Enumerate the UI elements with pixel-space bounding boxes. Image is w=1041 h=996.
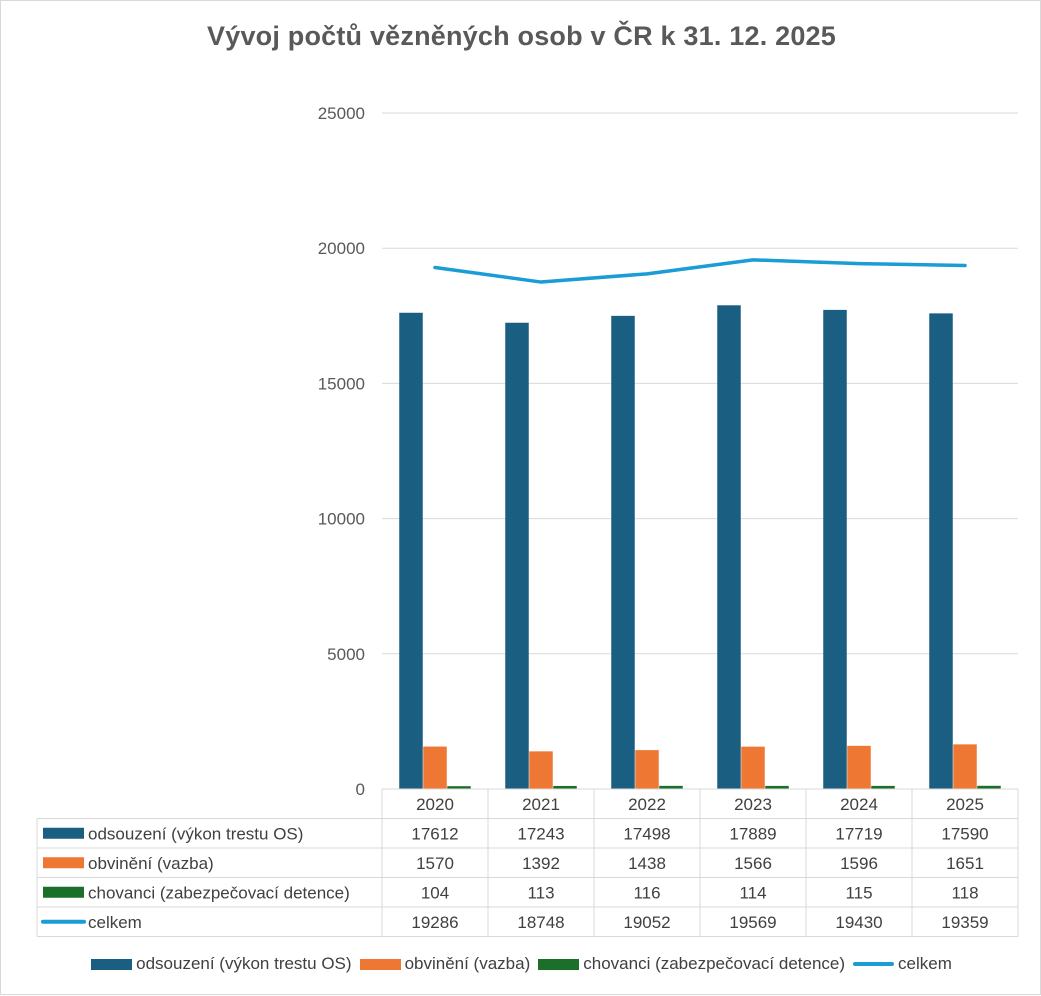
x-tick-label: 2022 xyxy=(628,795,666,814)
series-line xyxy=(433,258,967,284)
legend-key xyxy=(359,958,401,970)
data-label: 114 xyxy=(739,883,766,902)
bar xyxy=(553,785,577,789)
bar xyxy=(953,744,977,789)
bar xyxy=(765,785,789,789)
chart-title: Vývoj počtů vězněných osob v ČR k 31. 12… xyxy=(207,21,836,51)
data-label: 1566 xyxy=(734,854,772,873)
bar xyxy=(505,322,529,789)
bar xyxy=(717,305,741,789)
data-label: 17590 xyxy=(941,824,988,843)
legend-label: chovanci (zabezpečovací detence) xyxy=(583,954,846,973)
data-label: 19430 xyxy=(835,913,882,932)
data-label: 19286 xyxy=(411,913,458,932)
bar xyxy=(741,746,765,789)
y-tick-label: 0 xyxy=(356,780,365,799)
bar xyxy=(847,745,871,789)
data-label: 19359 xyxy=(941,913,988,932)
data-label: 1570 xyxy=(416,854,454,873)
legend-label: obvinění (vazba) xyxy=(404,954,531,973)
data-label: 17243 xyxy=(517,824,564,843)
x-tick-label: 2021 xyxy=(522,795,560,814)
legend-label: odsouzení (výkon trestu OS) xyxy=(136,954,352,973)
table-series-name: odsouzení (výkon trestu OS) xyxy=(88,824,303,843)
chart-legend: odsouzení (výkon trestu OS) obvinění (vaz… xyxy=(1,954,1041,974)
legend-item: obvinění (vazba) xyxy=(359,954,531,974)
data-label: 17719 xyxy=(835,824,882,843)
data-label: 18748 xyxy=(517,913,564,932)
data-label: 17889 xyxy=(729,824,776,843)
bar xyxy=(635,750,659,789)
bar xyxy=(529,751,553,789)
data-label: 116 xyxy=(633,883,660,902)
table-series-name: celkem xyxy=(88,913,142,932)
table-series-name: obvinění (vazba) xyxy=(88,854,214,873)
x-tick-label: 2023 xyxy=(734,795,772,814)
y-tick-label: 20000 xyxy=(318,239,365,258)
data-label: 104 xyxy=(421,883,449,902)
bar xyxy=(977,785,1001,789)
table-legend-key xyxy=(43,857,84,869)
data-label: 118 xyxy=(951,883,978,902)
data-label: 19052 xyxy=(623,913,670,932)
bar xyxy=(423,746,447,789)
data-label: 19569 xyxy=(729,913,776,932)
bar xyxy=(399,312,423,789)
legend-key xyxy=(91,958,133,970)
data-label: 17612 xyxy=(411,824,458,843)
legend-key xyxy=(853,962,895,966)
table-series-name: chovanci (zabezpečovací detence) xyxy=(88,883,350,902)
legend-item: celkem xyxy=(853,954,952,974)
bar xyxy=(447,786,471,789)
data-label: 115 xyxy=(845,883,872,902)
bar xyxy=(871,785,895,789)
x-tick-label: 2025 xyxy=(946,795,984,814)
data-label: 1438 xyxy=(628,854,666,873)
legend-label: celkem xyxy=(898,954,952,973)
x-tick-label: 2020 xyxy=(416,795,454,814)
bar xyxy=(929,313,953,789)
y-tick-label: 10000 xyxy=(318,510,365,529)
data-label: 1651 xyxy=(946,854,984,873)
bar xyxy=(611,315,635,789)
legend-item: odsouzení (výkon trestu OS) xyxy=(91,954,352,974)
data-label: 1392 xyxy=(522,854,560,873)
x-tick-label: 2024 xyxy=(840,795,878,814)
table-legend-key xyxy=(43,886,84,898)
bar xyxy=(659,785,683,789)
data-label: 1596 xyxy=(840,854,878,873)
data-label: 17498 xyxy=(623,824,670,843)
data-label: 113 xyxy=(527,883,554,902)
bar xyxy=(823,309,847,789)
y-tick-label: 25000 xyxy=(318,104,365,123)
table-legend-key xyxy=(43,827,84,839)
legend-key xyxy=(538,958,580,970)
y-tick-label: 5000 xyxy=(327,645,365,664)
y-tick-label: 15000 xyxy=(318,374,365,393)
legend-item: chovanci (zabezpečovací detence) xyxy=(538,954,845,974)
